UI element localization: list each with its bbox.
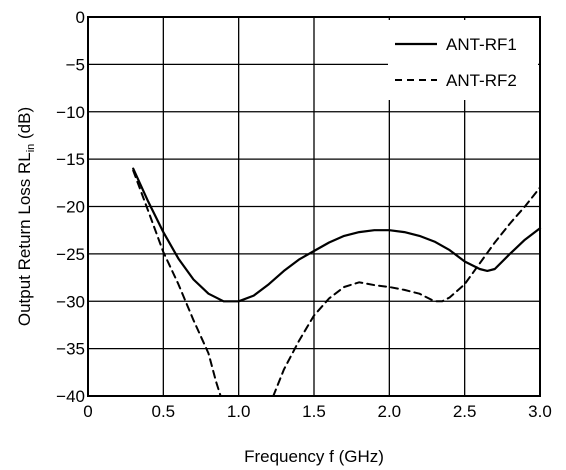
grid-lines <box>88 17 540 396</box>
y-axis-title-main: Output Return Loss RL <box>15 152 34 326</box>
series-line-ant-rf1 <box>132 167 542 303</box>
x-tick-label-0: 0 <box>83 402 92 421</box>
y-tick-label-5: −25 <box>56 245 85 264</box>
series-layer <box>132 167 542 397</box>
x-tick-label-4: 2.0 <box>378 402 402 421</box>
y-tick-label-6: −30 <box>56 292 85 311</box>
x-tick-label-3: 1.5 <box>302 402 326 421</box>
legend-box <box>388 20 538 100</box>
y-tick-label-1: −5 <box>66 55 85 74</box>
x-tick-label-2: 1.0 <box>227 402 251 421</box>
x-tick-label-6: 3.0 <box>528 402 552 421</box>
x-axis-title: Frequency f (GHz) <box>244 447 384 466</box>
y-axis-title: Output Return Loss RLin (dB) <box>15 107 37 326</box>
legend: ANT-RF1 ANT-RF2 <box>388 20 538 100</box>
x-tick-labels: 0 0.5 1.0 1.5 2.0 2.5 3.0 <box>83 402 552 421</box>
series-line-ant-rf2 <box>132 169 541 397</box>
legend-label-ant-rf2: ANT-RF2 <box>446 71 517 90</box>
y-axis-title-unit: (dB) <box>15 107 34 144</box>
legend-label-ant-rf1: ANT-RF1 <box>446 35 517 54</box>
y-tick-label-3: −15 <box>56 150 85 169</box>
y-tick-label-4: −20 <box>56 198 85 217</box>
y-tick-label-7: −35 <box>56 340 85 359</box>
y-tick-labels: 0 −5 −10 −15 −20 −25 −30 −35 −40 <box>56 8 85 406</box>
x-tick-label-1: 0.5 <box>152 402 176 421</box>
plot-frame <box>87 16 541 397</box>
x-tick-label-5: 2.5 <box>453 402 477 421</box>
y-tick-label-8: −40 <box>56 387 85 406</box>
y-tick-label-0: 0 <box>76 8 85 27</box>
y-axis-title-subscript: in <box>25 144 37 153</box>
y-tick-label-2: −10 <box>56 103 85 122</box>
